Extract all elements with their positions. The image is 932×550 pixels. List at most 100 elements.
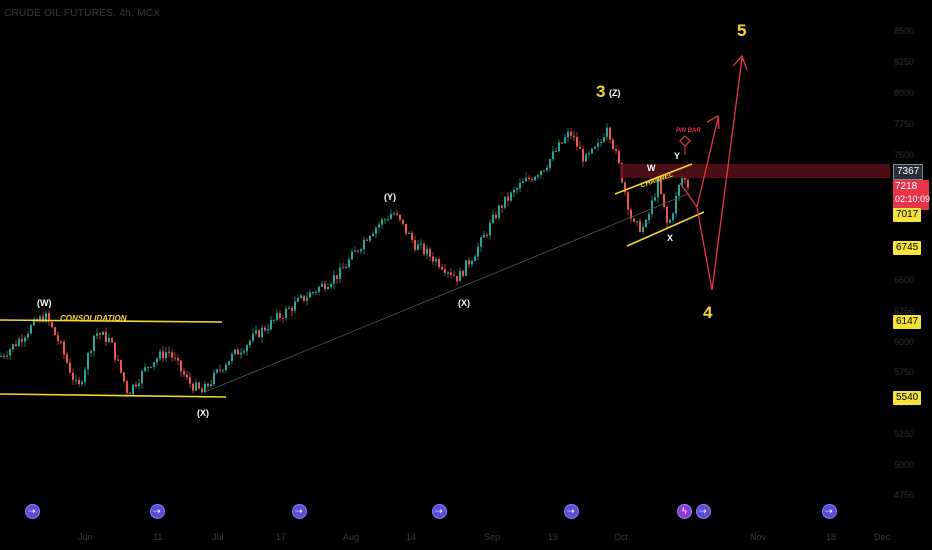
candle-body — [411, 233, 413, 241]
candle-body — [336, 275, 338, 279]
candle-body — [666, 206, 668, 223]
candle-body — [99, 333, 101, 335]
level-tag-6147: 6147 — [893, 315, 922, 329]
candle-body — [333, 275, 335, 284]
candle-body — [255, 330, 257, 334]
projection-wave4-line — [696, 206, 713, 291]
candle-body — [468, 260, 470, 265]
candle-body — [669, 219, 671, 223]
consolidation-top-line — [0, 319, 223, 323]
candle-body — [465, 260, 467, 276]
event-icon[interactable] — [432, 504, 447, 519]
resistance-zone — [620, 164, 890, 178]
candle-body — [135, 384, 137, 387]
candle-body — [516, 188, 518, 190]
candle-body — [432, 256, 434, 262]
candle-body — [78, 379, 80, 385]
event-icon[interactable] — [25, 504, 40, 519]
candle-body — [375, 227, 377, 234]
candle-body — [600, 141, 602, 143]
candle-body — [360, 249, 362, 252]
candle-body — [42, 316, 44, 322]
candle-body — [228, 361, 230, 365]
candle-body — [642, 226, 644, 233]
label-y-mid: (Y) — [384, 192, 396, 202]
candle-body — [528, 177, 530, 179]
candle-body — [486, 235, 488, 237]
candle-body — [402, 219, 404, 224]
candle-body — [96, 333, 98, 336]
candle-body — [264, 327, 266, 331]
channel-top-line — [614, 163, 693, 195]
candle-body — [348, 259, 350, 267]
event-icon[interactable] — [564, 504, 579, 519]
candle-body — [453, 275, 455, 277]
candle-body — [150, 366, 152, 368]
resistance-price-tag: 7367 — [893, 164, 924, 180]
current-price-tag: 7218 02:10:09 — [893, 180, 930, 210]
x-tick: Aug — [343, 532, 360, 542]
candle-body — [306, 297, 308, 301]
candle-body — [582, 149, 584, 162]
candle-body — [576, 137, 578, 147]
candle-body — [543, 170, 545, 172]
candle-body — [120, 359, 122, 373]
candle-body — [75, 379, 77, 381]
candle-body — [294, 301, 296, 311]
candle-body — [489, 222, 491, 236]
candle-body — [279, 313, 281, 318]
candle-body — [414, 240, 416, 250]
candle-body — [177, 358, 179, 361]
candle-body — [111, 338, 113, 343]
event-icon[interactable] — [696, 504, 711, 519]
y-tick: 8500 — [893, 26, 914, 36]
candle-body — [345, 266, 347, 269]
y-tick: 7500 — [893, 150, 914, 160]
candle-body — [504, 196, 506, 208]
candle-body — [681, 175, 683, 185]
candle-body — [144, 367, 146, 372]
event-icon[interactable] — [822, 504, 837, 519]
candle-body — [612, 139, 614, 150]
candle-body — [309, 292, 311, 298]
candle-body — [15, 344, 17, 347]
x-tick: 11 — [153, 532, 163, 542]
candle-body — [69, 362, 71, 373]
candle-body — [657, 177, 659, 198]
candle-body — [261, 327, 263, 338]
candle-body — [204, 383, 206, 393]
candle-body — [636, 221, 638, 223]
candle-body — [312, 292, 314, 294]
candle-body — [501, 205, 503, 208]
candle-body — [459, 270, 461, 282]
candle-body — [633, 218, 635, 222]
y-tick: 5750 — [893, 367, 914, 377]
candle-body — [363, 239, 365, 250]
candle-body — [618, 150, 620, 164]
candle-body — [12, 344, 14, 350]
candle-body — [519, 183, 521, 189]
candle-body — [546, 167, 548, 171]
candle-body — [627, 192, 629, 210]
candle-body — [588, 153, 590, 155]
candle-body — [351, 251, 353, 260]
candle-body — [663, 193, 665, 207]
candle-body — [282, 317, 284, 319]
candle-body — [624, 182, 626, 193]
candle-body — [237, 349, 239, 355]
candle-body — [48, 313, 50, 322]
candle-body — [165, 351, 167, 359]
lightning-event-icon[interactable] — [677, 504, 692, 519]
candle-body — [87, 353, 89, 370]
candle-body — [276, 313, 278, 320]
label-w-right: W — [647, 163, 656, 173]
candle-body — [429, 248, 431, 257]
candle-body — [315, 291, 317, 293]
candle-body — [159, 351, 161, 359]
candle-body — [438, 259, 440, 267]
event-icon[interactable] — [292, 504, 307, 519]
candle-body — [297, 297, 299, 302]
candle-body — [474, 256, 476, 261]
event-icon[interactable] — [150, 504, 165, 519]
